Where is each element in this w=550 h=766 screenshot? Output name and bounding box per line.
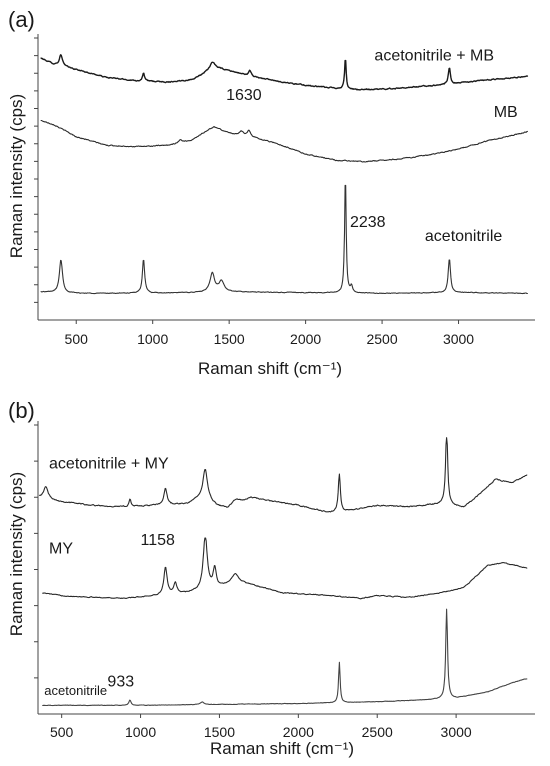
x-tick-label: 1000: [137, 331, 168, 347]
annotation-label: acetonitrile: [44, 683, 107, 698]
annotation-label: acetonitrile + MY: [49, 455, 169, 472]
axes-b: 500 1000 1500 2000 2500 3000: [34, 421, 535, 740]
series-line-acetonitrile-my: [39, 437, 528, 513]
series-group-b: [39, 437, 528, 707]
series-line-acetonitrile-mb: [40, 54, 529, 91]
x-axis-label-a: Raman shift (cm⁻¹): [198, 359, 342, 378]
x-tick-label: 1500: [204, 724, 235, 740]
panel-b: (b) Raman intensity (cps) Raman shift (c…: [7, 398, 535, 758]
x-tick-label: 500: [65, 331, 89, 347]
x-tick-label: 2500: [362, 724, 393, 740]
annotation-label: 933: [107, 674, 134, 691]
annotation-label: MB: [494, 104, 518, 121]
annotation-label: acetonitrile: [425, 228, 502, 245]
panel-a: (a) Raman intensity (cps) Raman shift (c…: [7, 7, 535, 378]
annotation-label: 1630: [226, 87, 262, 104]
axes-a: 500 1000 1500 2000 2500 3000: [34, 34, 535, 347]
series-line-acetonitrile: [42, 608, 528, 707]
series-line-mb: [40, 119, 528, 163]
panel-label-a: (a): [8, 7, 35, 32]
x-tick-label: 3000: [443, 331, 474, 347]
annotation-label: 2238: [350, 214, 386, 231]
annotation-label: acetonitrile + MB: [374, 48, 494, 65]
x-tick-label: 500: [50, 724, 74, 740]
x-tick-label: 2000: [290, 331, 321, 347]
panel-label-b: (b): [8, 398, 35, 423]
x-tick-label: 3000: [441, 724, 472, 740]
y-axis-label-b: Raman intensity (cps): [7, 472, 26, 636]
annotations-a: acetonitrile + MB 1630 MB 2238 acetonitrile: [226, 48, 518, 245]
series-line-acetonitrile: [40, 184, 528, 295]
x-axis-label-b: Raman shift (cm⁻¹): [210, 739, 354, 758]
x-tick-label: 2000: [283, 724, 314, 740]
x-tick-label: 1000: [125, 724, 156, 740]
x-tick-label: 1500: [214, 331, 245, 347]
series-line-my: [42, 537, 528, 600]
x-tick-label: 2500: [366, 331, 397, 347]
series-group-a: [40, 54, 529, 295]
y-axis-label-a: Raman intensity (cps): [7, 94, 26, 258]
annotation-label: MY: [49, 541, 73, 558]
annotation-label: 1158: [141, 532, 176, 549]
